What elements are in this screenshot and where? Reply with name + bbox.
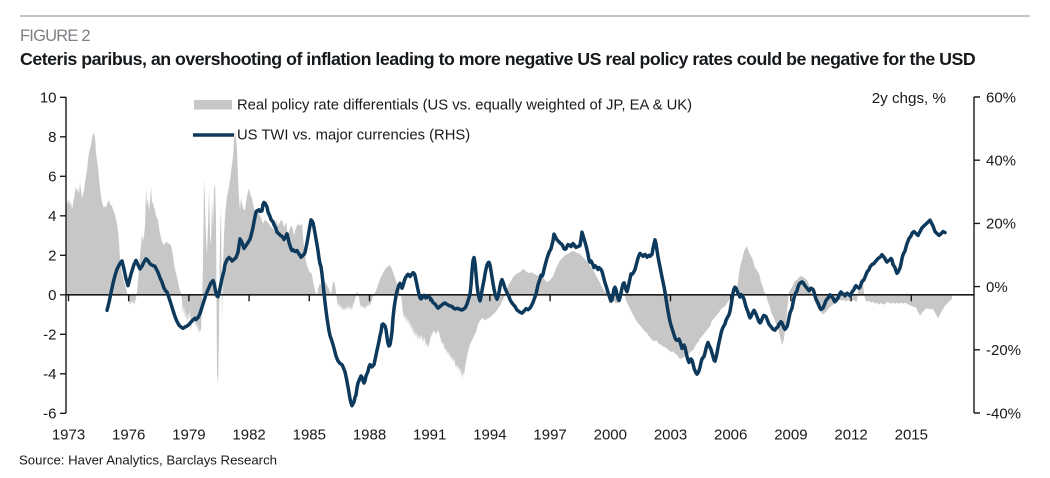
svg-text:2y chgs, %: 2y chgs, %	[872, 90, 946, 107]
svg-text:2009: 2009	[774, 426, 807, 443]
svg-text:Source: Haver Analytics, Barcl: Source: Haver Analytics, Barclays Resear…	[19, 453, 277, 468]
svg-text:1991: 1991	[413, 426, 446, 443]
svg-text:1985: 1985	[293, 426, 326, 443]
svg-text:40%: 40%	[986, 153, 1016, 170]
svg-text:0: 0	[48, 287, 56, 304]
svg-text:60%: 60%	[986, 89, 1016, 106]
svg-text:-2: -2	[43, 327, 56, 344]
svg-text:1973: 1973	[52, 426, 85, 443]
svg-text:1988: 1988	[353, 426, 386, 443]
svg-text:0%: 0%	[986, 279, 1008, 296]
svg-text:6: 6	[48, 169, 56, 186]
svg-text:Real policy rate differentials: Real policy rate differentials (US vs. e…	[237, 98, 692, 114]
svg-text:1979: 1979	[172, 426, 205, 443]
svg-text:8: 8	[48, 129, 56, 146]
svg-text:FIGURE 2: FIGURE 2	[20, 27, 90, 45]
svg-text:1976: 1976	[112, 426, 145, 443]
svg-text:2012: 2012	[834, 426, 867, 443]
svg-text:2015: 2015	[895, 426, 928, 443]
svg-text:2006: 2006	[714, 426, 747, 443]
svg-text:-20%: -20%	[986, 342, 1021, 359]
svg-text:1994: 1994	[473, 426, 506, 443]
svg-text:US TWI vs. major currencies (R: US TWI vs. major currencies (RHS)	[237, 128, 470, 144]
svg-text:10: 10	[40, 90, 57, 107]
svg-text:-40%: -40%	[986, 405, 1021, 422]
svg-text:20%: 20%	[986, 216, 1016, 233]
svg-text:-4: -4	[43, 366, 56, 383]
svg-text:1982: 1982	[232, 426, 265, 443]
svg-text:Ceteris paribus, an overshooti: Ceteris paribus, an overshooting of infl…	[20, 49, 976, 69]
svg-text:2003: 2003	[654, 426, 687, 443]
svg-text:2: 2	[48, 248, 56, 265]
svg-text:1997: 1997	[533, 426, 566, 443]
svg-text:-6: -6	[43, 406, 56, 423]
svg-text:2000: 2000	[594, 426, 627, 443]
svg-text:4: 4	[48, 208, 56, 225]
